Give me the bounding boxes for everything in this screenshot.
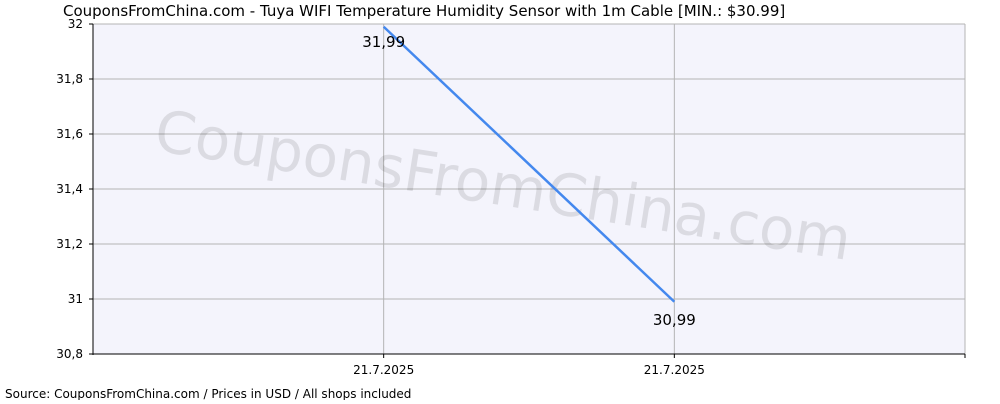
y-tick-labels: 30,8 31 31,2 31,4 31,6 31,8 32 bbox=[56, 17, 83, 361]
x-tick-label: 21.7.2025 bbox=[644, 363, 705, 377]
y-tick-label: 31,8 bbox=[56, 72, 83, 86]
data-labels: 31,99 30,99 bbox=[362, 33, 696, 329]
y-tick-label: 32 bbox=[68, 17, 83, 31]
x-tick-labels: 21.7.2025 21.7.2025 bbox=[353, 363, 705, 377]
y-tick-label: 30,8 bbox=[56, 347, 83, 361]
series-line-path bbox=[382, 25, 676, 303]
chart-title: CouponsFromChina.com - Tuya WIFI Tempera… bbox=[63, 2, 785, 20]
source-note: Source: CouponsFromChina.com / Prices in… bbox=[5, 387, 411, 400]
y-tick-label: 31,4 bbox=[56, 182, 83, 196]
series-line bbox=[382, 25, 676, 303]
grid-lines bbox=[93, 23, 966, 355]
data-label: 31,99 bbox=[362, 33, 405, 51]
y-tick-label: 31,2 bbox=[56, 237, 83, 251]
axes bbox=[89, 23, 966, 358]
y-tick-label: 31 bbox=[68, 292, 83, 306]
data-label: 30,99 bbox=[653, 311, 696, 329]
y-tick-label: 31,6 bbox=[56, 127, 83, 141]
x-tick-label: 21.7.2025 bbox=[353, 363, 414, 377]
